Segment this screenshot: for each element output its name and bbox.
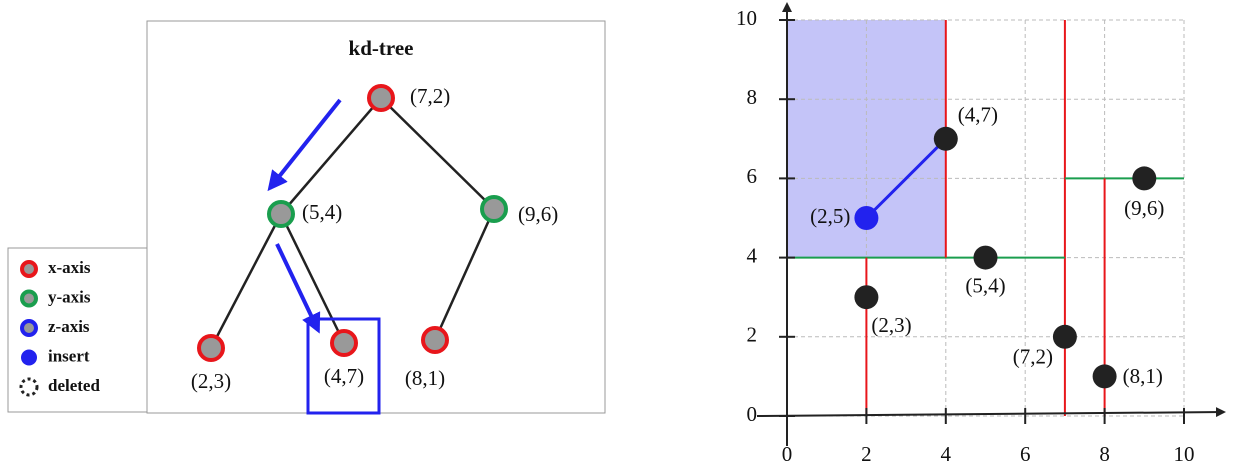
tree-node [330,329,358,357]
data-point [1092,364,1117,389]
x-tick-label: 0 [782,442,793,466]
plot-panel: 0 2 4 6 8 10 0 2 4 6 8 10 (7,2) (5,4) (9,6) (2,3) (4,7) (… [736,2,1226,466]
point-label: (7,2) [1013,345,1053,369]
x-tick-label: 4 [941,442,952,466]
tree-node [367,84,395,112]
tree-node-label: (5,4) [302,200,342,224]
search-arrow [275,243,321,334]
tree-node-label: (7,2) [410,84,450,108]
legend-label: y-axis [48,287,91,306]
point-label: (4,7) [958,103,998,127]
legend-icon [21,349,37,366]
tree-node [421,326,449,354]
tree-node [267,200,295,228]
y-tick-label: 4 [747,243,758,267]
tree-edges [209,97,496,349]
x-tick-label: 2 [861,442,872,466]
tree-node [197,334,225,362]
data-point [1052,324,1077,349]
tree-node-label: (4,7) [324,364,364,388]
y-tick-label: 2 [747,323,758,347]
point-label: (2,3) [871,313,911,337]
x-tick-label: 10 [1174,442,1195,466]
y-tick-label: 10 [736,6,757,30]
y-tick-label: 0 [747,402,758,426]
tree-node-label: (2,3) [191,369,231,393]
legend-label: z-axis [48,317,90,336]
data-point [854,285,879,310]
data-point [1132,166,1157,191]
tree-node [480,195,508,223]
tree-title: kd-tree [349,36,414,60]
insert-point [854,206,879,230]
x-tick-label: 8 [1099,442,1110,466]
legend-icon [19,377,39,397]
insert-target-box [306,317,381,415]
point-label: (8,1) [1123,364,1163,388]
data-point [933,126,958,151]
y-tick-label: 6 [747,164,758,188]
x-tick-label: 6 [1020,442,1031,466]
legend-icon [20,319,38,337]
search-arrow [267,98,342,192]
legend: x-axis y-axis z-axis insert deleted [7,247,148,413]
insert-link [865,137,947,220]
legend-icon [20,289,38,308]
data-point [973,245,998,270]
y-tick-label: 8 [747,85,758,109]
tree-node-label: (8,1) [405,366,445,390]
legend-label: x-axis [48,258,91,277]
x-axis [756,407,1226,418]
tree-panel: kd-tree (7,2) (5,4) (9,6) (2,3) (4,7) (8,1) [146,20,606,415]
legend-label: deleted [48,376,100,395]
insert-label: (2,5) [810,204,850,228]
tree-node-label: (9,6) [518,202,558,226]
legend-label: insert [48,346,90,365]
point-label: (9,6) [1124,196,1164,220]
point-label: (5,4) [965,273,1005,297]
legend-icon [20,260,38,278]
